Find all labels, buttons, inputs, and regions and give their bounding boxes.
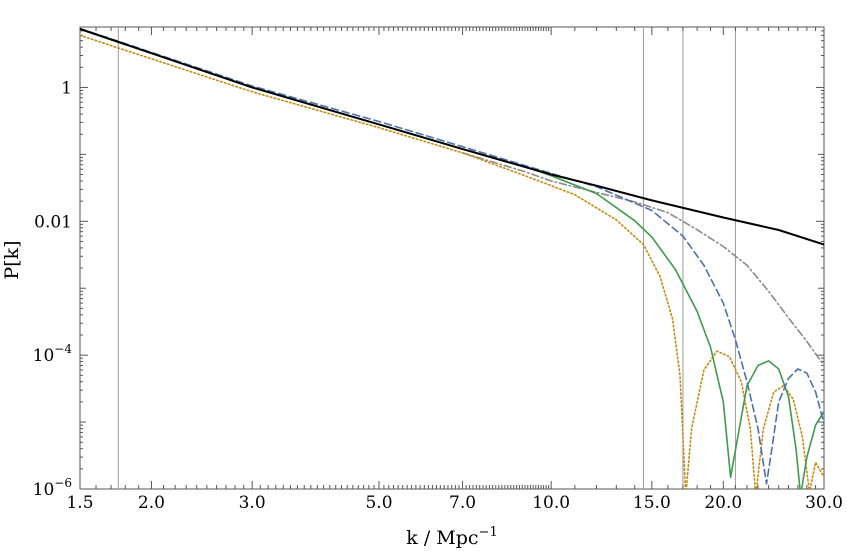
y-tick-base-2: 10 <box>33 346 55 366</box>
plot-frame <box>79 26 825 490</box>
y-tick-label-1: 0.01 <box>34 212 72 232</box>
y-tick-label-0: 1 <box>61 78 72 98</box>
plot-area <box>79 26 825 490</box>
series-orange-dotted <box>80 34 824 489</box>
y-tick-label-2: 10−4 <box>33 342 73 366</box>
y-tick-base-3: 10 <box>33 480 55 500</box>
x-axis-title-main: k / Mpc <box>406 527 478 549</box>
series-curves <box>80 27 824 489</box>
series-green-solid <box>80 28 824 489</box>
x-axis-title: k / Mpc−1 <box>406 525 497 549</box>
y-axis-title: P[k] <box>1 240 23 279</box>
axis-ticks <box>79 26 825 490</box>
y-tick-label-3: 10−6 <box>33 476 72 500</box>
y-tick-exp-2: −4 <box>54 342 72 356</box>
series-gray-dashdot <box>461 152 824 367</box>
x-tick-label-6: 15.0 <box>633 493 671 513</box>
vertical-reference-lines <box>117 27 736 489</box>
series-blue-dashed <box>80 27 824 485</box>
x-tick-labels: 1.5 2.0 3.0 5.0 7.0 10.0 15.0 20.0 30.0 <box>66 493 842 513</box>
x-axis-title-superscript: −1 <box>479 525 498 540</box>
x-tick-label-8: 30.0 <box>805 493 843 513</box>
x-tick-label-0: 1.5 <box>66 493 93 513</box>
x-tick-label-3: 5.0 <box>365 493 392 513</box>
x-tick-label-4: 7.0 <box>449 493 476 513</box>
series-black-solid <box>80 27 824 246</box>
x-tick-label-5: 10.0 <box>532 493 570 513</box>
x-tick-label-7: 20.0 <box>704 493 742 513</box>
x-tick-label-2: 3.0 <box>239 493 266 513</box>
x-tick-label-1: 2.0 <box>138 493 165 513</box>
y-tick-exp-3: −6 <box>54 476 72 490</box>
